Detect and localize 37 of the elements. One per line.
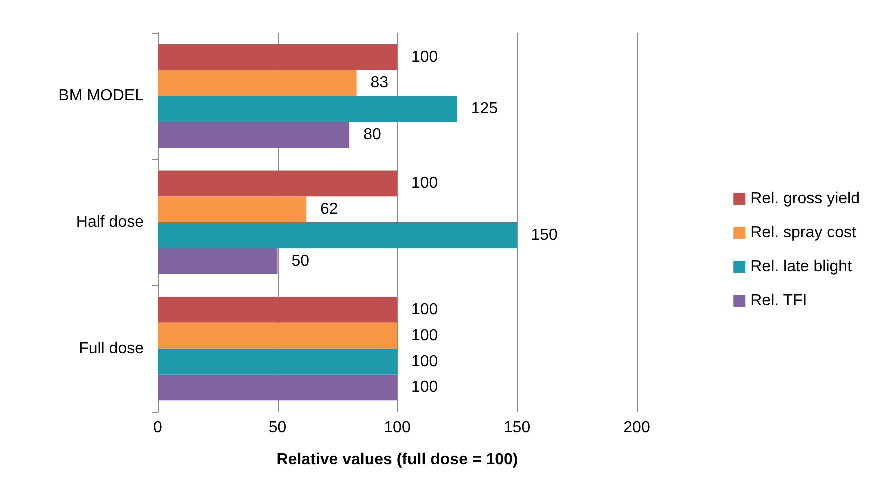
x-tick-label: 0: [154, 420, 163, 436]
data-label: 100: [412, 301, 438, 318]
bar: [158, 122, 350, 148]
y-tick-label: Full dose: [79, 340, 144, 358]
y-tick-label: BM MODEL: [58, 88, 144, 105]
data-label: 83: [370, 74, 389, 92]
data-label: 100: [412, 353, 438, 370]
x-tick-label: 50: [268, 420, 287, 436]
bar: [158, 170, 398, 197]
bar: [158, 248, 278, 274]
x-axis-title: Relative values (full dose = 100): [276, 452, 518, 468]
data-label: 62: [320, 201, 338, 218]
x-tick-label: 150: [504, 420, 531, 436]
bar: [158, 348, 398, 375]
data-label: 50: [292, 252, 310, 270]
bar: [158, 322, 398, 349]
data-label: 150: [531, 226, 558, 244]
data-label: 100: [412, 175, 438, 192]
data-label: 125: [471, 100, 498, 118]
x-tick-label: 200: [624, 420, 650, 436]
bar: [158, 374, 398, 401]
data-label: 100: [412, 48, 438, 66]
bar: [158, 96, 458, 122]
bar: [158, 44, 398, 70]
legend-label: Rel. spray cost: [750, 224, 857, 242]
data-label: 100: [412, 379, 438, 396]
data-label: 100: [412, 327, 438, 344]
bar: [158, 222, 518, 248]
legend-label: Rel. gross yield: [750, 190, 860, 208]
y-tick-label: Half dose: [76, 214, 144, 231]
legend-label: Rel. late blight: [750, 258, 853, 276]
data-label: 80: [364, 126, 382, 144]
bar: [158, 297, 398, 323]
bar: [158, 70, 357, 96]
x-tick-label: 100: [384, 420, 411, 436]
bar: [158, 196, 306, 222]
legend-label: Rel. TFI: [750, 292, 808, 310]
